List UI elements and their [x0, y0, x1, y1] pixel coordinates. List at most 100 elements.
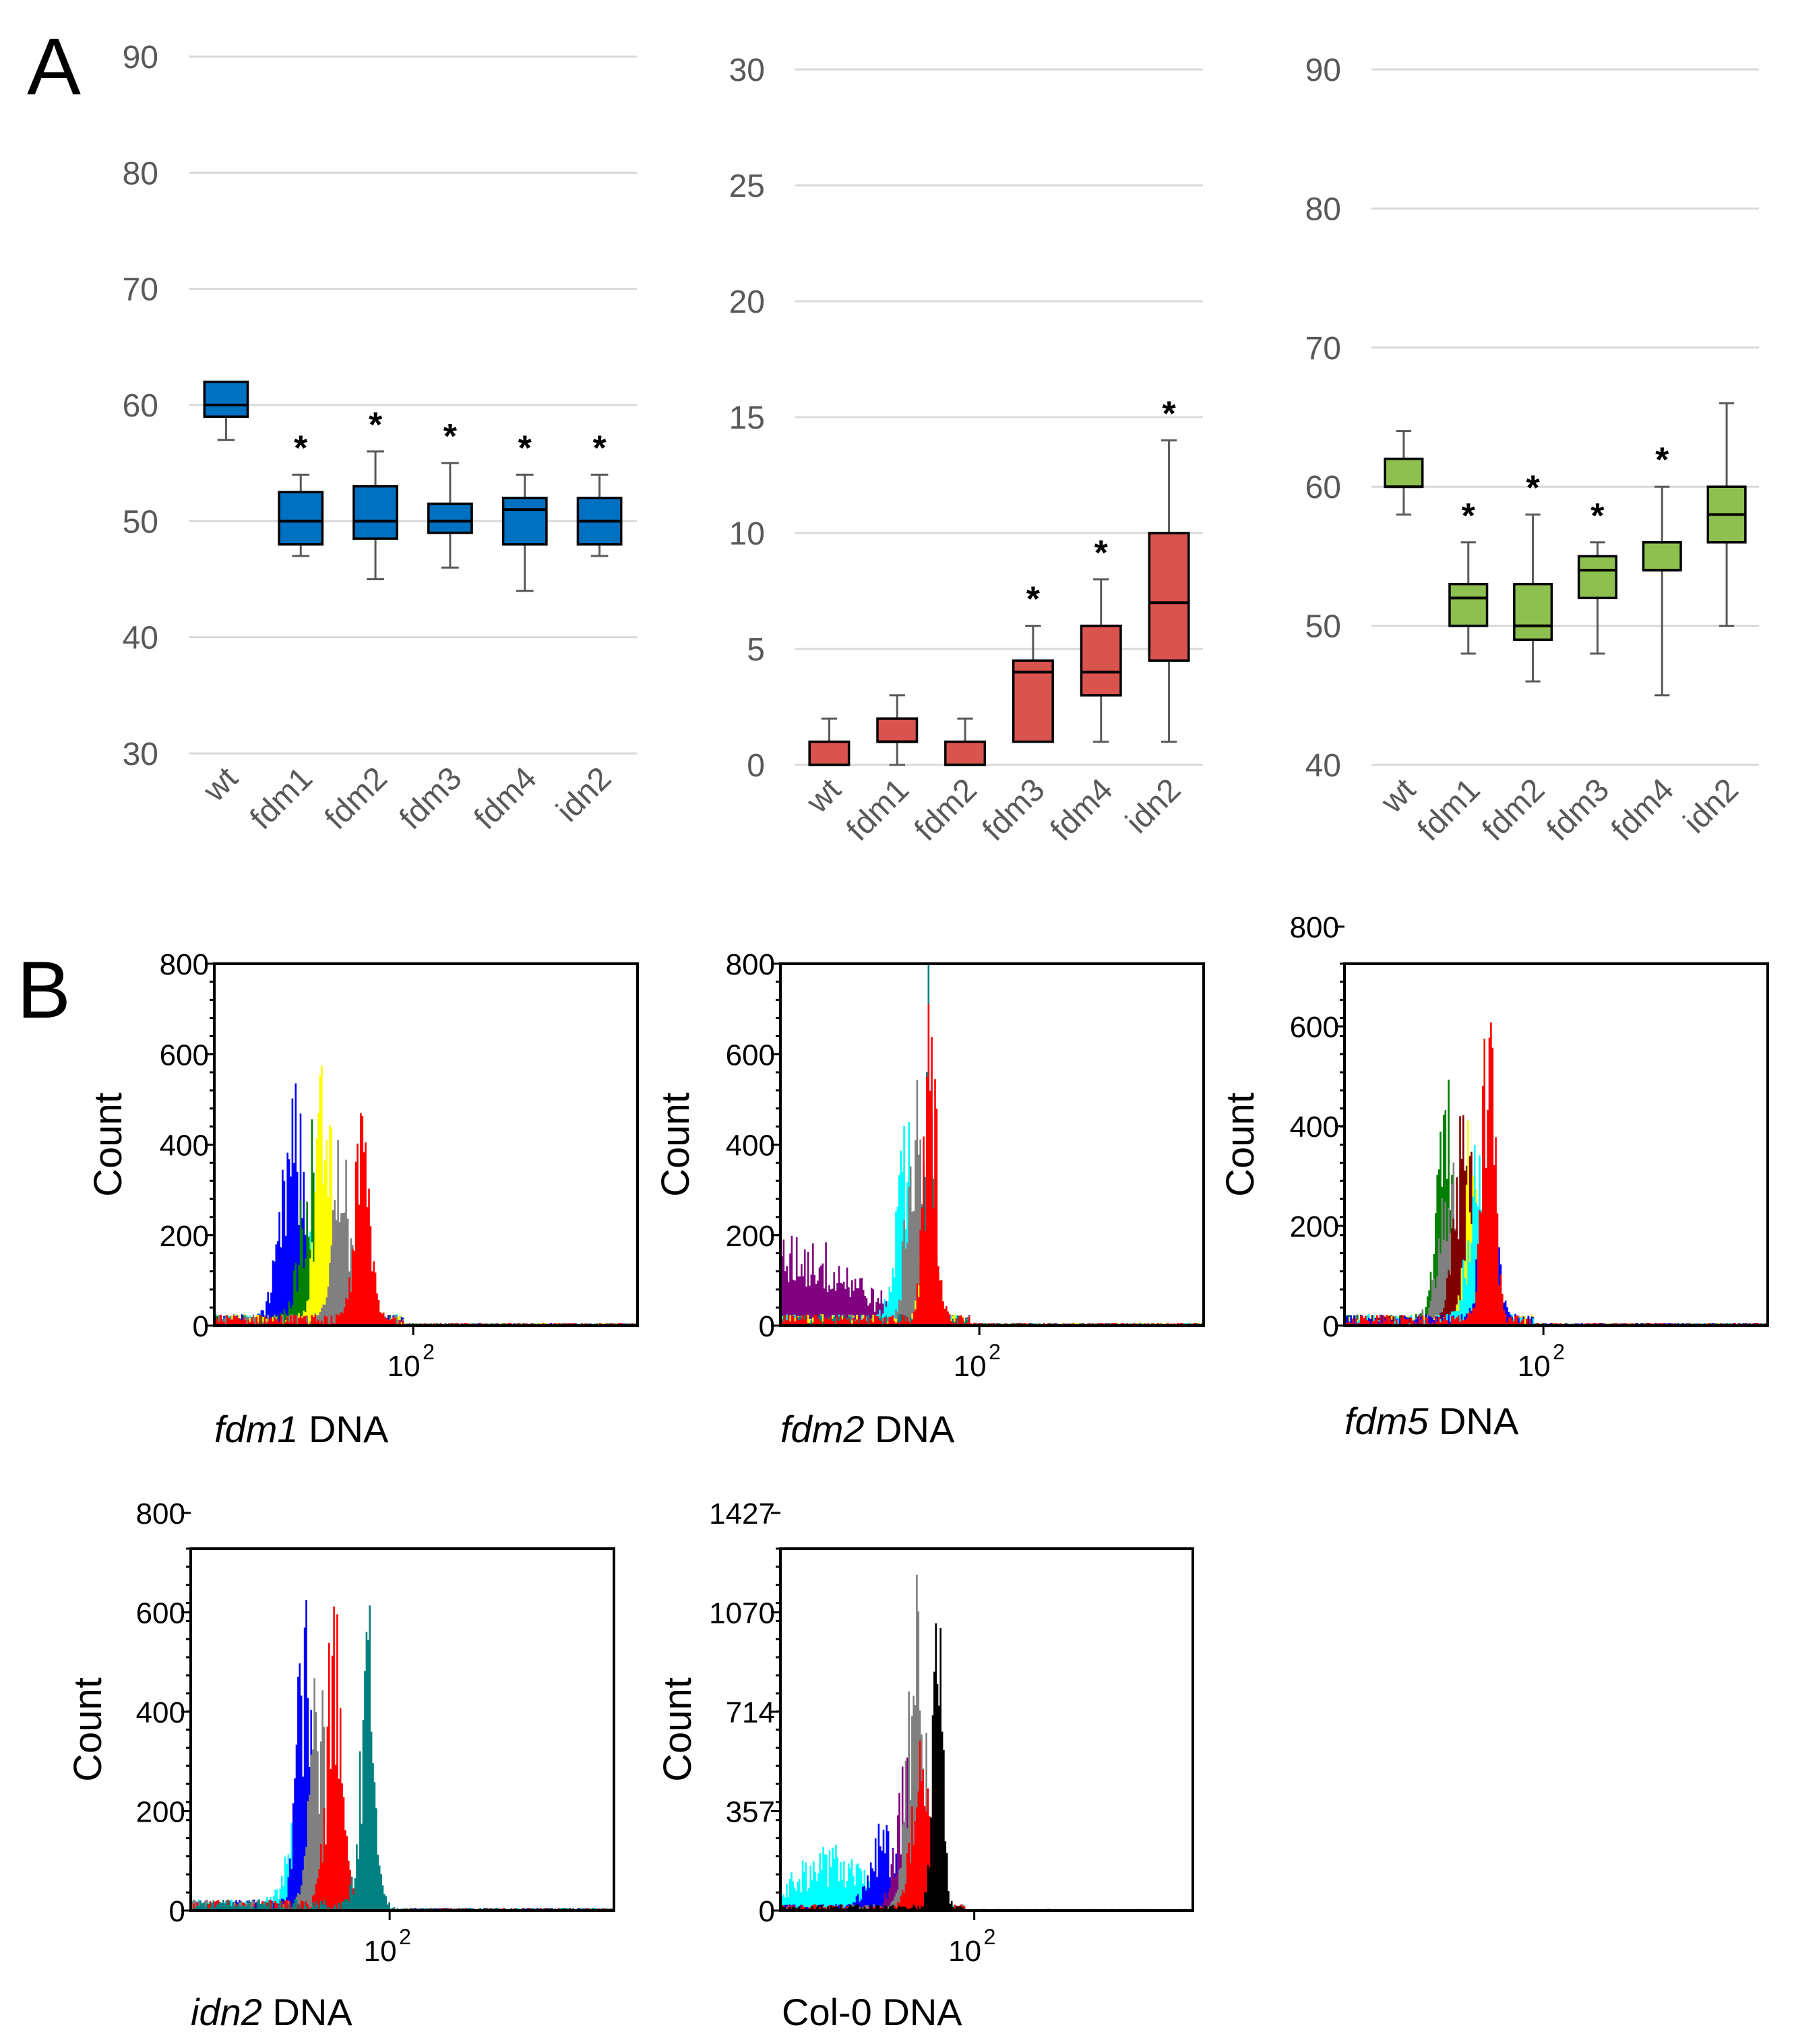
box-fdm4: * fdm4 [468, 429, 548, 836]
x-tick-label: fdm1 [243, 760, 319, 836]
histogram-chart-3: 800 600 400 200 0 10 2 Count fdm5 DNA [1218, 911, 1769, 1442]
box-fdm2: * fdm2 [1475, 468, 1553, 848]
significance-star: * [369, 406, 383, 445]
box-body [1384, 458, 1424, 488]
x-tick-label: fdm4 [468, 760, 544, 836]
y-tick-label: 600 [160, 1039, 209, 1072]
significance-star: * [1162, 394, 1176, 433]
box-fdm4: * fdm4 [1605, 441, 1682, 848]
plot-frame [779, 1547, 1194, 1912]
y-tick-label: 60 [1305, 470, 1341, 505]
y-tick-label: 30 [729, 53, 765, 88]
histogram-series-2 [1343, 1163, 1767, 1326]
box-idn2: idn2 [1677, 402, 1747, 840]
box-body [501, 497, 548, 546]
y-tick-label: 600 [136, 1597, 185, 1630]
box-fdm1: fdm1 [840, 694, 919, 848]
histogram-series-2 [213, 1083, 637, 1326]
y-axis-label: Count [654, 1092, 698, 1197]
significance-star: * [1590, 497, 1605, 536]
histogram-series-7 [1343, 1022, 1767, 1326]
significance-star: * [518, 429, 532, 468]
significance-star: * [1094, 534, 1109, 573]
y-tick-label: 1427 [709, 1497, 775, 1530]
box-fdm1: * fdm1 [243, 429, 324, 836]
x-tick-label: wt [799, 772, 848, 820]
significance-star: * [443, 417, 458, 456]
box-body [203, 380, 249, 418]
box-body [876, 717, 919, 743]
histogram-chart-2: 800 600 400 200 0 10 2 Count fdm2 DNA [654, 948, 1205, 1450]
x-axis-label-text: DNA [865, 1408, 955, 1450]
y-axis-label: Count [66, 1677, 110, 1782]
histogram-series-5 [189, 1605, 613, 1911]
x-tick-label: fdm3 [393, 760, 469, 836]
histogram-series-5 [1343, 1145, 1767, 1326]
x-axis-label-text: DNA [299, 1408, 389, 1450]
histogram-series-6 [1343, 1192, 1767, 1326]
y-tick-label: 40 [1305, 748, 1341, 784]
y-tick-label: 0 [193, 1310, 209, 1343]
y-tick-label: 1070 [709, 1597, 775, 1630]
y-tick-label: 200 [1290, 1210, 1339, 1243]
x-tick-exponent: 2 [423, 1340, 435, 1364]
histogram-series-1 [189, 1799, 613, 1911]
y-tick-label: 70 [123, 272, 158, 308]
box-body [1148, 532, 1190, 662]
x-axis-label: fdm5 DNA [1344, 1400, 1519, 1442]
histogram-series-2 [189, 1600, 613, 1911]
y-tick-label: 400 [160, 1129, 209, 1163]
y-tick-label: 200 [726, 1220, 775, 1253]
x-tick-label: 10 [954, 1350, 987, 1383]
significance-star: * [294, 429, 308, 468]
y-tick-label: 0 [759, 1895, 775, 1928]
box-body [808, 740, 850, 766]
plot-frame [189, 1547, 615, 1912]
y-tick-label: 80 [1305, 191, 1341, 227]
box-fdm3: * fdm3 [393, 417, 473, 836]
y-tick-label: 80 [123, 156, 158, 191]
x-tick-label: fdm4 [1605, 772, 1681, 848]
y-axis-label: Count [1218, 1092, 1262, 1197]
y-tick-label: 50 [1305, 609, 1341, 645]
panel-a-label: A [27, 22, 81, 112]
y-tick-label: 0 [169, 1895, 185, 1928]
y-tick-label: 800 [1290, 911, 1339, 944]
x-tick-exponent: 2 [399, 1925, 411, 1949]
histogram-series-4 [779, 1574, 1192, 1911]
x-tick-label: fdm1 [1411, 772, 1487, 848]
x-axis-label-text: DNA [262, 1991, 352, 2033]
histogram-series-4 [189, 1606, 613, 1911]
box-fdm4: * fdm4 [1044, 534, 1122, 848]
y-tick-label: 20 [729, 284, 765, 320]
histogram-series-1 [1343, 1080, 1767, 1326]
histogram-series-5 [779, 964, 1203, 1326]
box-fdm3: * fdm3 [976, 580, 1054, 848]
y-tick-label: 15 [729, 400, 765, 436]
x-tick-label: idn2 [1119, 772, 1188, 840]
y-tick-label: 400 [136, 1696, 185, 1729]
x-tick-label: 10 [1518, 1350, 1551, 1383]
x-axis-label-italic: fdm2 [780, 1408, 865, 1450]
y-axis-label: Count [656, 1677, 700, 1782]
histogram-series-4 [1343, 1120, 1767, 1326]
x-axis-label: fdm2 DNA [780, 1408, 955, 1450]
box-fdm3: * fdm3 [1540, 497, 1617, 848]
y-tick-label: 600 [726, 1039, 775, 1072]
significance-star: * [592, 429, 607, 468]
x-tick-label: fdm3 [1540, 772, 1616, 848]
box-body [278, 491, 324, 546]
box-wt: wt [196, 380, 249, 809]
histogram-chart-5: 1427 1070 714 357 0 10 2 Count Col-0 DNA [656, 1497, 1194, 2033]
histogram-chart-1: 800 600 400 200 0 10 2 Count fdm1 DNA [86, 948, 639, 1450]
box-body [944, 740, 987, 766]
y-tick-label: 90 [1305, 53, 1341, 88]
significance-star: * [1526, 468, 1540, 507]
x-tick-label: wt [196, 760, 245, 809]
histogram-series-6 [779, 1623, 1192, 1911]
x-tick-exponent: 2 [989, 1340, 1001, 1364]
significance-star: * [1655, 441, 1669, 480]
significance-star: * [1462, 497, 1476, 536]
x-axis-label-italic: idn2 [191, 1991, 262, 2033]
